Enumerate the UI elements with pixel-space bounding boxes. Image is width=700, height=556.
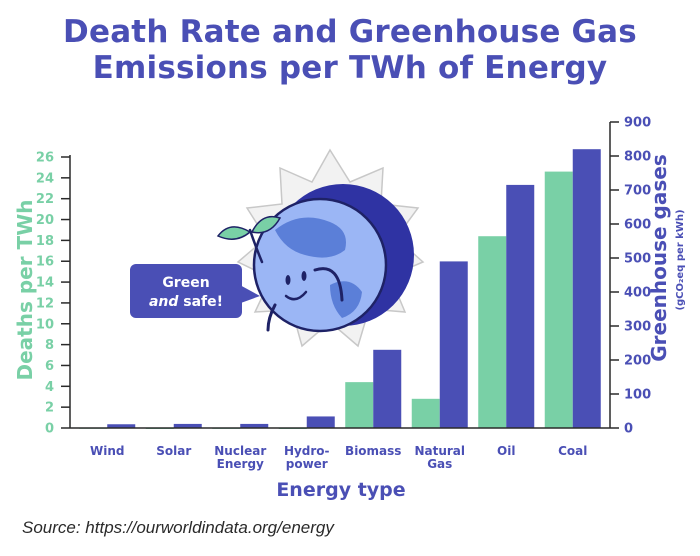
y-left-tick-label: 20 <box>36 213 54 228</box>
y-right-tick-label: 500 <box>624 252 651 267</box>
bar-deaths <box>411 398 440 428</box>
mascot-arm <box>313 267 344 302</box>
title-line-2: Emissions per TWh of Energy <box>92 50 608 86</box>
y-axis-right-subtitle: (gCO₂eq per kWh) <box>675 209 686 310</box>
y-left-tick-label: 14 <box>36 276 54 291</box>
category-label: Coal <box>558 444 587 458</box>
bar-deaths <box>345 382 374 428</box>
category-label: Natural Gas <box>414 444 465 471</box>
speech-bubble-emphasis: and <box>149 294 179 310</box>
y-right-tick-label: 100 <box>624 388 651 403</box>
speech-bubble-tail <box>238 284 260 304</box>
category-label-line: Oil <box>497 444 515 458</box>
chart-title: Death Rate and Greenhouse Gas Emissions … <box>0 14 700 86</box>
bar-ghg <box>306 416 335 428</box>
y-left-tick-label: 24 <box>36 171 54 186</box>
bar-deaths <box>544 171 573 429</box>
category-label-line: Wind <box>90 444 124 458</box>
y-left-tick-label: 6 <box>45 359 54 374</box>
sprout-leaf-right <box>250 215 282 234</box>
category-label-line: power <box>286 457 328 471</box>
bar-ghg <box>107 424 136 428</box>
category-label: Biomass <box>345 444 401 458</box>
category-label-line: Energy <box>217 457 264 471</box>
y-left-tick-label: 0 <box>45 422 54 437</box>
category-label-line: Nuclear <box>214 444 266 458</box>
category-label: Solar <box>156 444 191 458</box>
bar-ghg <box>240 423 269 428</box>
y-axis-right-title: Greenhouse gases <box>647 154 671 361</box>
mascot-smile <box>284 290 308 301</box>
y-left-tick-label: 10 <box>36 317 54 332</box>
y-right-tick-label: 400 <box>624 286 651 301</box>
y-left-tick-label: 2 <box>45 401 54 416</box>
y-right-tick-label: 0 <box>624 422 633 437</box>
y-left-tick-label: 26 <box>36 151 54 166</box>
earth-mascot-illustration <box>216 148 425 348</box>
category-label: Wind <box>90 444 124 458</box>
y-right-tick-label: 900 <box>624 116 651 131</box>
category-label-line: Coal <box>558 444 587 458</box>
category-label-line: Gas <box>427 457 452 471</box>
y-left-tick-label: 22 <box>36 192 54 207</box>
mascot-eye-right <box>301 271 307 281</box>
y-right-tick-label: 800 <box>624 150 651 165</box>
category-label-line: Hydro- <box>284 444 330 458</box>
x-axis-title: Energy type <box>276 479 405 501</box>
y-right-tick-label: 300 <box>624 320 651 335</box>
bar-deaths <box>478 236 507 428</box>
y-right-tick-label: 600 <box>624 218 651 233</box>
y-left-tick-label: 18 <box>36 234 54 249</box>
bar-ghg <box>173 423 202 428</box>
y-left-tick-label: 4 <box>45 380 54 395</box>
title-line-1: Death Rate and Greenhouse Gas <box>63 14 637 50</box>
speech-bubble-line-2: and safe! <box>149 294 223 310</box>
category-labels: Wind Solar Nuclear Energy Hydro-power Biomass… <box>90 444 587 471</box>
speech-bubble-box <box>130 264 242 318</box>
bar-ghg <box>572 149 601 428</box>
sprout-leaf-left <box>216 226 252 240</box>
y-left-tick-label: 12 <box>36 296 54 311</box>
category-label: Oil <box>497 444 515 458</box>
y-left-tick-label: 8 <box>45 338 54 353</box>
earth-land <box>275 217 346 258</box>
category-label: Nuclear Energy <box>214 444 266 471</box>
category-label-line: Natural <box>414 444 465 458</box>
bars <box>70 149 610 429</box>
bar-ghg <box>506 184 535 428</box>
source-note: Source: https://ourworldindata.org/energ… <box>22 518 334 537</box>
category-label-line: Solar <box>156 444 191 458</box>
bar-ghg <box>439 261 468 428</box>
mascot-eye-left <box>285 275 291 285</box>
speech-bubble: Green and safe! <box>130 264 260 318</box>
speech-bubble-line-1: Green <box>162 275 209 291</box>
category-label: Hydro-power <box>284 444 330 471</box>
speech-bubble-rest: safe! <box>178 294 223 310</box>
mascot-arm-2 <box>266 303 277 332</box>
y-axis-left-title: Deaths per TWh <box>13 200 37 381</box>
bar-ghg <box>373 349 402 428</box>
y-left-tick-label: 16 <box>36 255 54 270</box>
y-right-tick-label: 200 <box>624 354 651 369</box>
earth-land-2 <box>330 281 362 318</box>
y-axis-right: 0 100 200 300 400 500 600 700 800 900 <box>609 116 651 437</box>
category-label-line: Biomass <box>345 444 401 458</box>
sprout-stem <box>248 228 264 264</box>
y-right-tick-label: 700 <box>624 184 651 199</box>
